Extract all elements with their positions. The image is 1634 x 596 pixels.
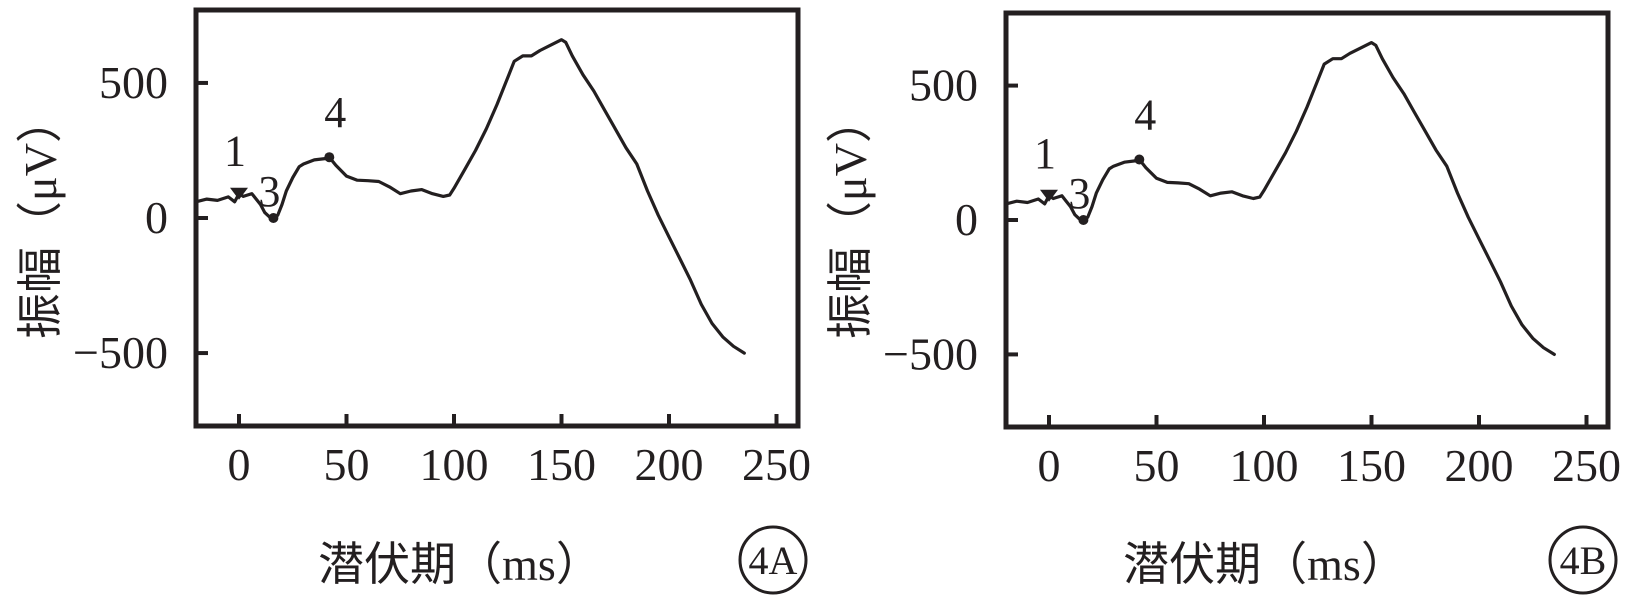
x-axis-label: 潜伏期（ms） [318,539,602,590]
y-tick-label: 500 [99,57,168,108]
y-axis-ticks: −500 0 500 [883,60,1018,379]
x-tick-label: 0 [228,439,251,490]
x-tick-label: 150 [527,439,596,490]
peak-marker [1040,189,1058,202]
y-tick-label: −500 [73,327,168,378]
waveform-trace [194,38,746,355]
waveform-trace [1004,40,1556,356]
x-tick-label: 100 [1230,440,1299,491]
panel-badge-circle [1548,525,1618,595]
peak-marker [230,187,248,200]
x-tick-label: 50 [1134,440,1180,491]
plot-frame [193,7,801,429]
panel-4a: 0 50 100 150 200 250 −500 0 500 134 潜伏期（ms） 振幅（… [15,7,811,595]
y-tick-label: 0 [145,192,168,243]
peak-markers: 134 [224,88,346,223]
panel-badge-4a: 4A [738,525,808,595]
x-axis-label: 潜伏期（ms） [1123,539,1407,590]
y-axis-ticks: −500 0 500 [73,57,208,378]
x-tick-label: 100 [420,439,489,490]
y-axis-label: 振幅（μV） [15,97,66,339]
panel-badge-circle [738,525,808,595]
y-axis-label: 振幅（μV） [825,97,876,339]
x-tick-label: 200 [635,439,704,490]
peak-label: 3 [258,167,280,216]
peak-markers: 134 [1034,91,1156,225]
x-axis-ticks: 0 50 100 150 200 250 [1038,415,1621,491]
plot-frame [1003,10,1611,430]
peak-label: 1 [1034,129,1056,178]
x-tick-label: 150 [1337,440,1406,491]
x-axis-ticks: 0 50 100 150 200 250 [228,414,811,490]
y-tick-label: 500 [909,60,978,111]
y-tick-label: 0 [955,194,978,245]
peak-marker [268,213,279,223]
y-tick-label: −500 [883,328,978,379]
peak-label: 3 [1068,169,1090,218]
panel-badge-4b: 4B [1548,525,1618,595]
peak-marker [1078,215,1089,225]
x-tick-label: 250 [1552,440,1621,491]
peak-label: 4 [1134,91,1156,140]
panel-badge-label: 4B [1560,538,1607,583]
x-tick-label: 250 [742,439,811,490]
panel-badge-label: 4A [749,538,798,583]
x-tick-label: 0 [1038,440,1061,491]
peak-marker [324,152,335,163]
peak-marker [1134,154,1145,165]
peak-label: 4 [324,88,346,137]
panel-4b: 0 50 100 150 200 250 −500 0 500 134 潜伏期（ms） 振幅（… [825,10,1621,595]
x-tick-label: 50 [324,439,370,490]
x-tick-label: 200 [1445,440,1514,491]
peak-label: 1 [224,127,246,176]
